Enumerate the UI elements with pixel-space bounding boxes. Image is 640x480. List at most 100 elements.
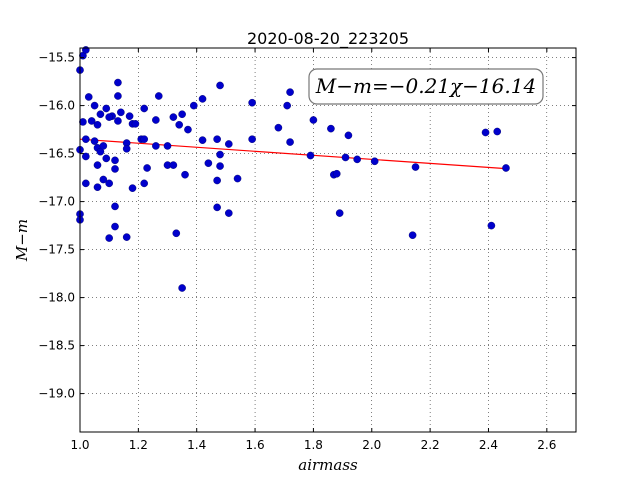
y-axis-label: M−m [13, 219, 31, 262]
data-point [163, 142, 172, 150]
data-points [76, 46, 510, 292]
data-point [114, 92, 122, 100]
data-point [216, 150, 224, 159]
data-point [143, 164, 151, 172]
y-tick-label: −18.5 [38, 339, 75, 353]
y-tick-label: −19.0 [38, 387, 75, 401]
x-tick-label: 2.2 [421, 438, 440, 452]
data-point [114, 78, 122, 87]
data-point [213, 203, 221, 212]
data-point [140, 135, 148, 143]
data-point [111, 156, 119, 165]
data-point [111, 165, 119, 173]
data-point [172, 229, 181, 238]
data-point [125, 112, 134, 120]
fit-line [79, 138, 507, 170]
fit-equation: M−m=−0.21χ−16.14 [315, 74, 536, 98]
data-point [189, 101, 198, 110]
grid-lines [79, 48, 576, 432]
data-point [82, 152, 90, 161]
y-tick-label: −17.0 [38, 195, 75, 209]
y-tick-label: −16.0 [38, 99, 75, 113]
data-point [87, 117, 96, 125]
data-point [178, 284, 186, 292]
x-axis-ticks: 1.0 1.2 1.4 1.6 1.8 2.0 2.2 2.4 2.6 [70, 48, 556, 452]
data-point [105, 179, 113, 188]
data-point [111, 202, 119, 211]
data-point [344, 131, 353, 140]
data-point [248, 135, 256, 143]
data-point [111, 222, 119, 231]
data-point [131, 120, 140, 128]
data-point [102, 154, 111, 163]
data-point [283, 101, 291, 110]
data-point [102, 104, 111, 113]
data-point [79, 118, 87, 126]
data-point [370, 157, 379, 166]
fit-line-layer [79, 138, 507, 170]
data-point [93, 161, 102, 169]
data-point [93, 183, 102, 191]
data-point [140, 104, 148, 113]
data-point [487, 221, 496, 230]
y-tick-label: −18.0 [38, 291, 75, 305]
y-tick-label: −15.5 [38, 51, 75, 65]
data-point [216, 162, 224, 170]
y-axis-ticks: −15.5 −16.0 −16.5 −17.0 −17.5 −18.0 −18.5 −19.0 [38, 51, 576, 401]
data-point [335, 209, 344, 217]
data-point [82, 135, 90, 143]
x-tick-label: 1.0 [70, 438, 89, 452]
data-point [169, 113, 178, 121]
data-point [96, 110, 105, 119]
data-point [82, 46, 90, 54]
x-tick-label: 2.6 [537, 438, 556, 452]
data-point [332, 169, 341, 178]
data-point [341, 153, 350, 162]
x-tick-label: 1.2 [129, 438, 148, 452]
data-point [481, 128, 490, 137]
data-point [184, 125, 192, 134]
data-point [213, 176, 221, 185]
data-point [198, 95, 207, 103]
data-point [198, 136, 207, 144]
data-point [90, 137, 99, 145]
data-point [213, 135, 221, 143]
data-point [154, 92, 163, 100]
data-point [408, 231, 417, 239]
data-point [128, 184, 137, 192]
data-point [286, 88, 294, 96]
data-point [117, 108, 125, 117]
x-tick-label: 1.4 [187, 438, 206, 452]
data-point [122, 144, 131, 153]
chart-title: 2020-08-20_223205 [247, 29, 409, 49]
data-point [122, 233, 131, 241]
data-point [90, 101, 99, 110]
data-point [353, 155, 361, 164]
data-point [140, 179, 148, 188]
data-point [327, 124, 335, 133]
data-point [248, 98, 256, 107]
data-point [152, 142, 160, 150]
data-point [99, 175, 108, 184]
data-point [178, 110, 186, 119]
data-point [93, 121, 102, 129]
data-point [224, 140, 233, 148]
data-point [224, 209, 233, 217]
annotation-frame [308, 68, 544, 105]
data-point [84, 93, 93, 101]
data-point [204, 159, 213, 167]
data-point [105, 234, 113, 242]
y-tick-label: −16.5 [38, 147, 75, 161]
data-point [286, 138, 294, 146]
data-point [181, 170, 189, 179]
data-point [105, 113, 113, 121]
data-point [99, 142, 108, 150]
data-point [502, 164, 510, 172]
data-point [175, 121, 183, 129]
x-tick-label: 2.4 [479, 438, 498, 452]
data-point [152, 116, 160, 124]
data-point [309, 116, 318, 124]
data-point [82, 179, 90, 188]
x-axis-label: airmass [298, 456, 358, 474]
